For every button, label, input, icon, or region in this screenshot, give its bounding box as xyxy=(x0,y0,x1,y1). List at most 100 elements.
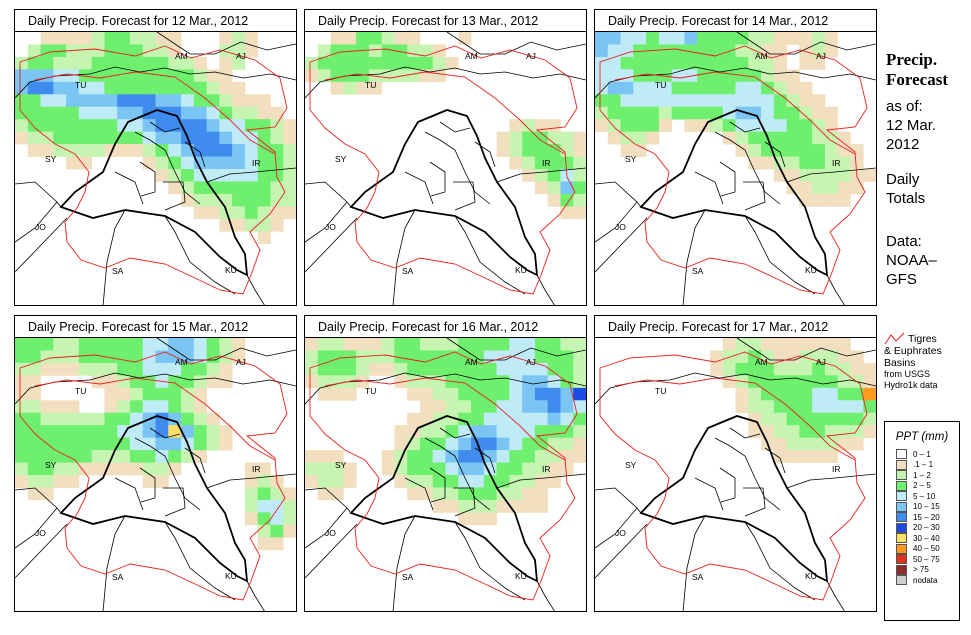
precip-cell xyxy=(812,375,826,389)
legend-swatch xyxy=(896,543,907,554)
basin-boundary xyxy=(19,45,288,295)
precip-cell xyxy=(53,44,67,58)
precip-cell xyxy=(142,400,156,414)
precip-cell xyxy=(671,106,685,120)
panel-title: Daily Precip. Forecast for 12 Mar., 2012 xyxy=(15,10,296,32)
precip-cell xyxy=(509,362,523,376)
precip-cell xyxy=(330,450,344,463)
precip-cell xyxy=(658,32,673,45)
precip-cell xyxy=(193,94,207,108)
precip-cell xyxy=(368,32,383,45)
precip-cell xyxy=(270,131,284,145)
precip-cell xyxy=(283,156,296,170)
precip-cell xyxy=(496,499,510,513)
precip-cell xyxy=(407,338,421,351)
daily-line: Totals xyxy=(886,190,926,207)
country-label: TU xyxy=(75,386,86,396)
precip-cell xyxy=(40,450,54,463)
admin-border xyxy=(134,437,201,511)
precip-cell xyxy=(232,119,246,133)
precip-cell xyxy=(27,412,41,426)
precip-cell xyxy=(40,350,54,364)
basin-legend-line: Hydro1k data xyxy=(884,380,938,390)
precip-cell xyxy=(244,462,259,476)
precip-cell xyxy=(522,437,536,451)
precip-cell xyxy=(547,193,561,207)
precip-cell xyxy=(824,193,839,207)
precip-cell xyxy=(560,362,574,376)
precip-cell xyxy=(206,425,220,439)
precip-cell xyxy=(270,106,284,120)
admin-border xyxy=(404,171,434,205)
precip-cell xyxy=(824,44,839,58)
precip-cell xyxy=(53,56,67,70)
precip-cell xyxy=(168,144,182,157)
precip-cell xyxy=(799,144,813,157)
precip-cell xyxy=(305,450,319,463)
forecast-panel-13-mar: Daily Precip. Forecast for 13 Mar., 2012… xyxy=(304,9,587,306)
precip-cell xyxy=(799,412,813,426)
precip-cell xyxy=(824,412,839,426)
precip-cell xyxy=(15,437,29,451)
precip-cell xyxy=(270,499,284,513)
precip-cell xyxy=(458,437,472,451)
precip-cell xyxy=(193,81,207,95)
precip-cell xyxy=(761,400,775,414)
precip-cell xyxy=(595,32,609,45)
country-label: JO xyxy=(35,222,46,232)
country-label: AM xyxy=(175,357,188,367)
admin-border xyxy=(15,523,68,579)
precip-cell xyxy=(66,106,80,120)
precip-cell xyxy=(244,144,259,157)
precip-cell xyxy=(824,338,839,351)
precip-cell xyxy=(257,475,271,488)
precip-cell xyxy=(244,131,259,145)
precip-cell xyxy=(104,106,118,120)
country-label: TU xyxy=(365,80,376,90)
country-label: SA xyxy=(402,266,414,276)
precip-cell xyxy=(560,193,574,207)
precip-cell xyxy=(78,437,93,451)
legend-label: > 75 xyxy=(913,565,929,575)
precip-cell xyxy=(722,69,736,83)
precip-cell xyxy=(573,450,586,463)
precip-cell xyxy=(850,437,864,451)
admin-border xyxy=(744,215,816,295)
precip-cell xyxy=(142,156,156,170)
precip-cell xyxy=(129,437,144,451)
precip-cell xyxy=(573,412,586,426)
precip-cell xyxy=(394,362,408,376)
precip-cell xyxy=(15,94,29,108)
precip-cell xyxy=(368,56,383,70)
precip-cell xyxy=(432,499,446,513)
precip-cell xyxy=(812,412,826,426)
precip-cell xyxy=(40,44,54,58)
precip-cell xyxy=(496,144,510,157)
precip-cell xyxy=(15,387,29,401)
precip-cell xyxy=(824,169,839,182)
precip-cell xyxy=(445,437,459,451)
basin-legend-line: from USGS xyxy=(884,369,931,379)
precip-cell xyxy=(270,487,284,501)
precip-cell xyxy=(330,350,344,364)
legend-label: 10 – 15 xyxy=(913,502,940,512)
precip-cell xyxy=(317,338,331,351)
precip-cell xyxy=(155,169,169,182)
precip-cell xyxy=(534,350,549,364)
precip-cell xyxy=(219,119,233,133)
precip-cell xyxy=(168,387,182,401)
precip-map: AM AJ TU SY IR JO SA KU xyxy=(305,32,586,305)
precip-cell xyxy=(257,106,271,120)
precip-cell xyxy=(40,94,54,108)
precip-cell xyxy=(522,475,536,488)
precip-cell xyxy=(257,119,271,133)
admin-border xyxy=(206,167,296,183)
basin-legend-line: Basins xyxy=(884,357,916,369)
precip-cell xyxy=(573,144,586,157)
precip-cell xyxy=(206,69,220,83)
precip-cell xyxy=(117,412,131,426)
precip-cell xyxy=(181,400,195,414)
precip-cell xyxy=(620,69,634,83)
legend-swatch xyxy=(896,491,907,502)
precip-cell xyxy=(181,106,195,120)
